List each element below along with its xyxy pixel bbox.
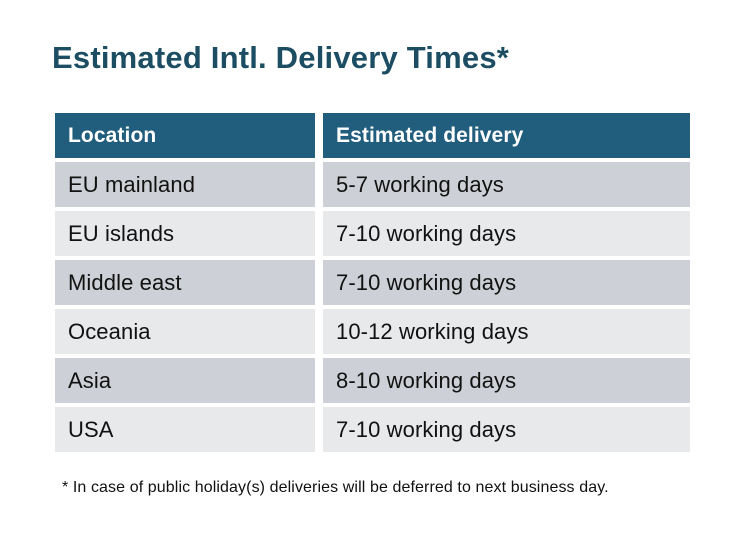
table-cell-location: Asia xyxy=(55,358,315,403)
table-header-location: Location xyxy=(55,113,315,158)
table-cell-delivery: 7-10 working days xyxy=(323,260,690,305)
page-title: Estimated Intl. Delivery Times* xyxy=(52,40,510,75)
table-header-estimated-delivery: Estimated delivery xyxy=(323,113,690,158)
table-cell-location: USA xyxy=(55,407,315,452)
table-cell-location: Middle east xyxy=(55,260,315,305)
delivery-times-table: Location Estimated delivery EU mainland … xyxy=(55,113,690,452)
table-cell-delivery: 10-12 working days xyxy=(323,309,690,354)
table-cell-delivery: 7-10 working days xyxy=(323,211,690,256)
table-cell-delivery: 7-10 working days xyxy=(323,407,690,452)
table-cell-delivery: 8-10 working days xyxy=(323,358,690,403)
table-cell-delivery: 5-7 working days xyxy=(323,162,690,207)
footnote: * In case of public holiday(s) deliverie… xyxy=(62,479,609,496)
table-cell-location: Oceania xyxy=(55,309,315,354)
table-cell-location: EU islands xyxy=(55,211,315,256)
table-cell-location: EU mainland xyxy=(55,162,315,207)
